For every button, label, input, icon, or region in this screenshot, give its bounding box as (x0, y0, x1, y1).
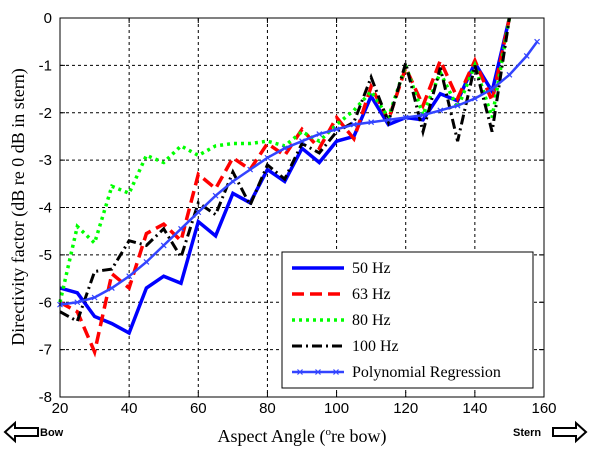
legend-label: 63 Hz (352, 286, 391, 303)
legend-label: 80 Hz (352, 312, 391, 329)
data-point-marker (402, 114, 409, 121)
data-point-marker (178, 225, 184, 232)
legend-box (281, 251, 534, 389)
data-point-marker (212, 192, 219, 199)
legend-label: 50 Hz (352, 260, 391, 277)
x-tick-label: 160 (531, 400, 556, 417)
legend-label: Polynomial Regression (352, 364, 501, 381)
x-axis-title-suffix: re bow) (331, 426, 386, 447)
x-tick-label: 20 (52, 400, 69, 417)
data-point-marker (523, 52, 530, 59)
stern-arrow-icon (552, 420, 588, 444)
x-tick-label: 120 (393, 400, 418, 417)
legend: 50 Hz 63 Hz 80 Hz 100 Hz Polynomial Regressi… (281, 251, 534, 389)
data-point-marker (281, 145, 288, 152)
data-point-marker (247, 166, 254, 173)
y-tick-label: -7 (39, 342, 52, 359)
y-tick-label: -6 (39, 294, 52, 311)
x-tick-label: 80 (259, 400, 276, 417)
legend-marker (315, 369, 321, 375)
data-point-marker (368, 119, 375, 126)
y-tick-label: -4 (39, 200, 52, 217)
x-axis-title: Aspect Angle (ore bow) (218, 426, 387, 447)
legend-marker (333, 369, 339, 375)
legend-label: 100 Hz (352, 338, 399, 355)
x-tick-label: 40 (121, 400, 138, 417)
data-point-marker (229, 178, 236, 185)
data-point-marker (437, 107, 444, 114)
x-tick-label: 140 (462, 400, 487, 417)
y-tick-label: -2 (39, 105, 52, 122)
y-tick-label: -5 (39, 247, 52, 264)
y-axis-title: Directivity factor (dB re 0 dB in stern) (8, 68, 29, 345)
data-point-marker (350, 121, 357, 128)
y-tick-label: 0 (44, 10, 52, 27)
bow-arrow-icon (3, 420, 39, 444)
series-line-80-hz (58, 17, 512, 303)
data-point-marker (143, 259, 150, 265)
y-tick-label: -8 (39, 389, 52, 406)
data-point-marker (74, 299, 81, 306)
x-axis-title-superscript: o (326, 426, 332, 438)
bow-direction-indicator: Bow (3, 420, 64, 444)
data-point-marker (160, 242, 167, 249)
data-point-marker (454, 102, 461, 109)
data-point-marker (316, 131, 323, 137)
series-line-100-hz (59, 17, 511, 324)
data-point-marker (264, 154, 271, 161)
tick-labels: 20 40 60 80 100 120 140 160 0 -1 -2 -3 -4 -5 -6 -7 -8 (39, 10, 557, 417)
data-point-marker (471, 95, 478, 102)
data-point-marker (195, 209, 202, 216)
legend-marker (297, 369, 303, 375)
series-line-50-hz (59, 17, 512, 336)
x-tick-label: 60 (190, 400, 207, 417)
data-point-marker (126, 273, 133, 280)
y-tick-label: -1 (39, 57, 52, 74)
data-point-marker (299, 138, 305, 145)
plot-frame (59, 17, 545, 398)
data-point-marker (108, 285, 115, 291)
x-axis-title-prefix: Aspect Angle ( (218, 426, 326, 447)
data-point-marker (506, 71, 513, 78)
y-tick-label: -3 (39, 152, 52, 169)
stern-direction-indicator: Stern (513, 420, 588, 444)
data-point-marker (333, 126, 340, 133)
data-point-marker (91, 294, 98, 301)
series-layer (57, 17, 541, 358)
data-point-marker (489, 86, 496, 92)
data-point-marker (534, 38, 541, 45)
stern-label: Stern (513, 427, 541, 439)
data-point-marker (420, 112, 426, 119)
data-point-marker (385, 116, 392, 123)
bow-label: Bow (40, 427, 64, 439)
x-tick-label: 100 (324, 400, 349, 417)
